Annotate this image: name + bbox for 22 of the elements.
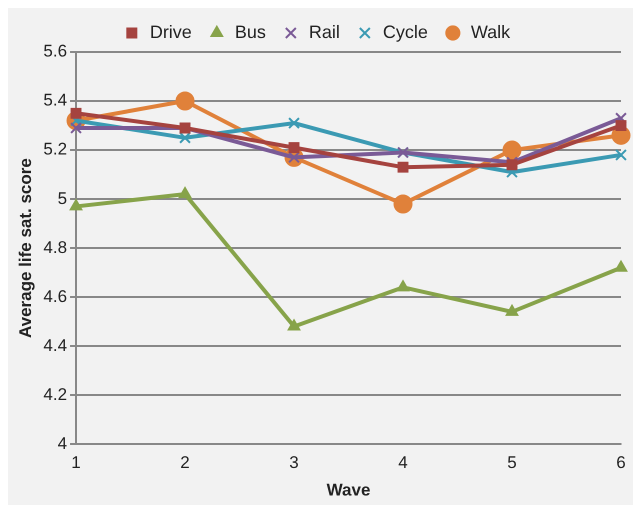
y-tick-label: 5.4 <box>43 90 68 110</box>
x-tick-label: 5 <box>507 453 517 472</box>
y-tick-label: 4.4 <box>43 336 68 355</box>
y-tick-label: 5 <box>58 188 68 208</box>
y-tick-label: 5.6 <box>43 42 68 61</box>
legend-label: Cycle <box>382 22 428 42</box>
y-tick-label: 5.2 <box>43 140 68 159</box>
legend-label: Rail <box>308 22 340 42</box>
legend-label: Walk <box>470 22 512 42</box>
y-tick-label: 4 <box>58 434 68 453</box>
y-axis-title: Average life sat. score <box>16 158 35 338</box>
x-axis-title: Wave <box>326 480 370 500</box>
legend-label: Bus <box>234 22 266 42</box>
x-tick-label: 2 <box>180 453 190 472</box>
y-tick-label: 4.2 <box>43 384 68 404</box>
legend-label: Drive <box>150 22 192 42</box>
x-tick-label: 1 <box>71 453 81 472</box>
x-tick-label: 3 <box>289 453 299 472</box>
y-tick-label: 4.6 <box>43 286 68 306</box>
x-tick-label: 4 <box>398 453 408 472</box>
x-tick-label: 6 <box>616 453 626 472</box>
y-tick-label: 4.8 <box>43 238 68 257</box>
